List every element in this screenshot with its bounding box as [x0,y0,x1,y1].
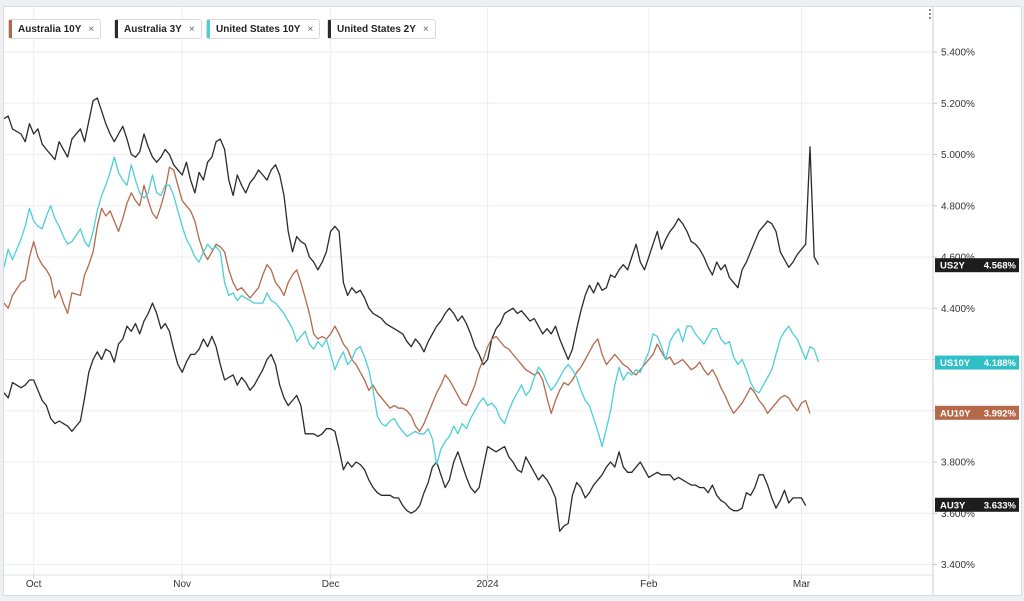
y-tick-label: 5.400% [941,48,975,59]
y-tick-label: 5.200% [941,99,975,110]
tag-series-name: AU10Y [940,408,971,419]
last-value-tags: US2Y 4.568% US10Y 4.188% AU10Y 3.992% AU3Y 3.63… [935,258,1019,512]
series-layer [4,97,820,532]
y-tick-label: 3.400% [941,560,975,571]
y-tick-label: 5.000% [941,150,975,161]
close-icon[interactable]: × [88,23,95,35]
tag-background [935,258,1019,273]
x-tick-label: Feb [640,579,658,590]
tag-value: 4.568% [984,261,1017,272]
legend-chip-united-states-2y[interactable]: United States 2Y × [327,19,436,39]
tag-series-name: US2Y [940,261,965,272]
series-line-au3y [4,302,807,532]
x-axis: Oct Nov Dec 2024 Feb Mar [4,574,933,590]
tag-background [935,497,1019,512]
legend-swatch [9,20,12,38]
close-icon[interactable]: × [422,23,429,35]
tag-value: 3.992% [984,408,1017,419]
x-tick-label: Mar [793,579,811,590]
close-icon[interactable]: × [307,23,314,35]
last-value-tag-au10y: AU10Y 3.992% [935,405,1019,420]
last-value-tag-au3y: AU3Y 3.633% [935,497,1019,512]
series-line-au10y [4,166,811,432]
y-tick-label: 4.600% [941,253,975,264]
last-value-tag-us2y: US2Y 4.568% [935,258,1019,273]
y-tick-label: 3.800% [941,458,975,469]
tag-series-name: US10Y [940,358,971,369]
tag-background [935,405,1019,420]
tag-value: 4.188% [984,358,1017,369]
x-tick-label: Oct [26,579,42,590]
legend-chip-united-states-10y[interactable]: United States 10Y × [206,19,321,39]
x-tick-label: 2024 [476,579,499,590]
tag-series-name: AU3Y [940,500,966,511]
legend-chip-australia-10y[interactable]: Australia 10Y × [8,19,102,39]
x-tick-label: Dec [322,579,340,590]
legend-swatch [328,20,331,38]
series-line-us2y [4,97,820,366]
tag-background [935,355,1019,370]
chart-canvas[interactable]: Oct Nov Dec 2024 Feb Mar 3.400% 3.600% 3.800% 4.… [4,7,1021,595]
y-axis: 3.400%3.600%3.800%4.000%4.200%4.400%4.60… [933,48,975,571]
y-tick-label: 4.400% [941,304,975,315]
legend-swatch [115,20,118,38]
legend-label: United States 10Y [216,23,301,35]
legend-label: Australia 10Y [18,23,82,35]
last-value-tag-us10y: US10Y 4.188% [935,355,1019,370]
x-tick-label: Nov [173,579,191,590]
legend-swatch [207,20,210,38]
close-icon[interactable]: × [188,23,195,35]
legend-label: United States 2Y [337,23,416,35]
grid-layer [4,7,933,575]
chart-panel: Oct Nov Dec 2024 Feb Mar 3.400% 3.600% 3.800% 4.… [3,6,1022,596]
tag-value: 3.633% [984,500,1017,511]
y-tick-label: 4.800% [941,201,975,212]
series-line-us10y [4,156,820,466]
y-tick-label: 3.600% [941,509,975,520]
legend-label: Australia 3Y [124,23,182,35]
legend-chip-australia-3y[interactable]: Australia 3Y × [114,19,202,39]
vertical-dots-icon[interactable] [929,9,931,19]
